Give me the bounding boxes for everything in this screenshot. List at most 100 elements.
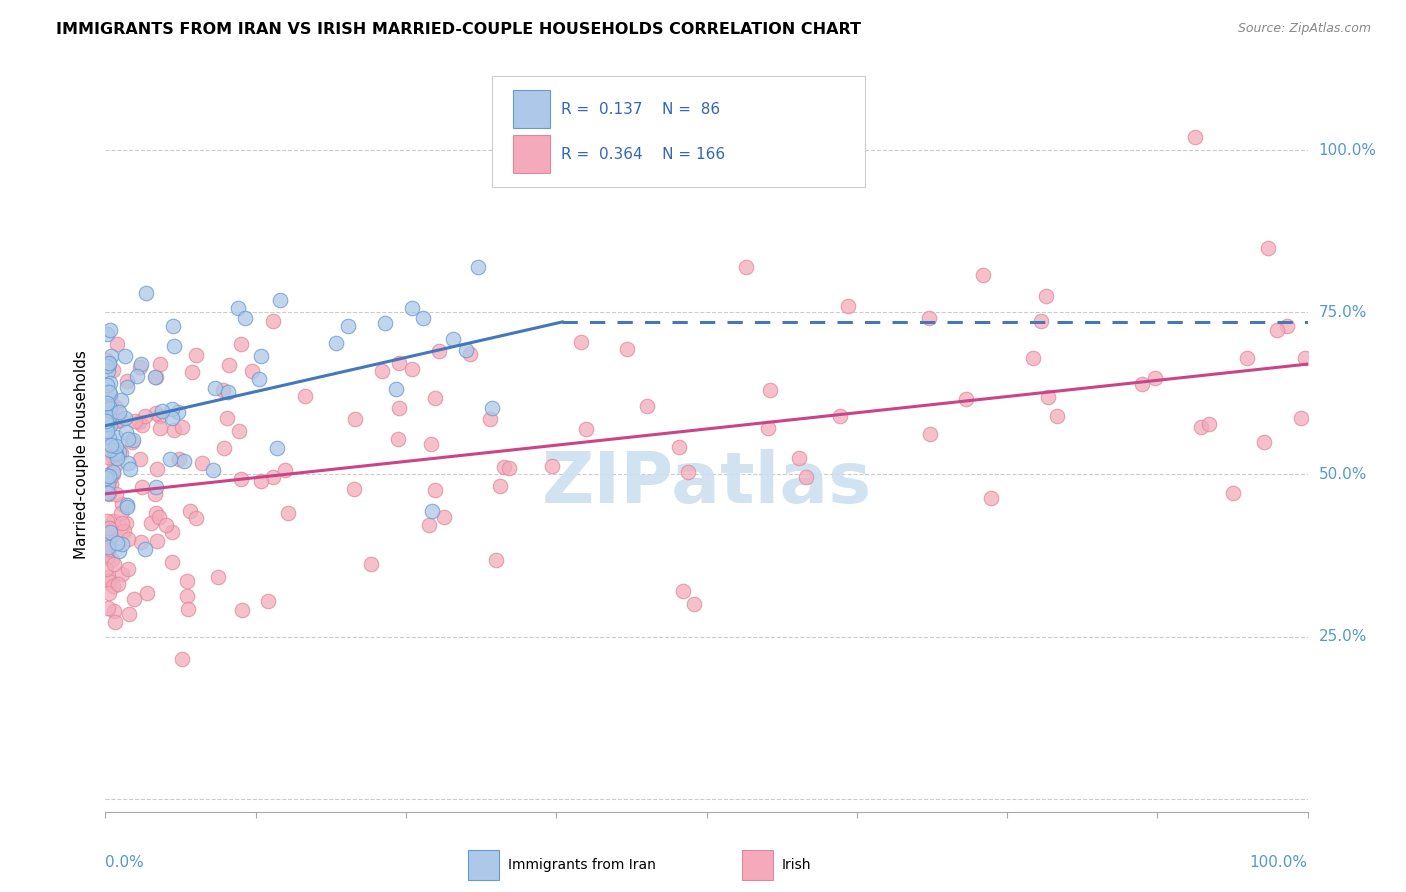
Point — [204, 381, 226, 395]
Point — [108, 544, 131, 558]
Point — [97, 541, 120, 555]
Point — [796, 470, 818, 484]
Point — [229, 472, 252, 486]
Point — [1289, 411, 1312, 425]
Point — [98, 442, 121, 457]
Point — [1189, 420, 1212, 434]
Point — [98, 357, 121, 371]
Point — [1184, 130, 1206, 145]
Point — [172, 419, 194, 434]
Point — [215, 410, 238, 425]
Point — [101, 465, 124, 479]
Point — [186, 511, 208, 525]
Point — [150, 404, 173, 418]
Point — [787, 450, 810, 465]
Point — [162, 318, 184, 333]
Point — [485, 552, 508, 566]
Point — [145, 462, 167, 476]
Point — [479, 412, 502, 426]
Point — [149, 421, 172, 435]
Point — [98, 409, 121, 424]
Point — [257, 594, 280, 608]
Point — [294, 389, 316, 403]
Point — [100, 350, 122, 364]
Point — [541, 459, 564, 474]
Point — [103, 579, 125, 593]
Point — [101, 363, 124, 377]
Point — [262, 314, 284, 328]
Point — [159, 452, 181, 467]
Point — [1130, 376, 1153, 391]
Point — [226, 301, 249, 316]
Point — [217, 384, 239, 399]
Point — [146, 533, 169, 548]
Point — [145, 370, 167, 384]
Point — [1275, 318, 1298, 333]
Point — [735, 260, 758, 274]
Point — [96, 472, 118, 486]
Point — [231, 337, 253, 351]
Point — [97, 485, 120, 500]
Text: 0.0%: 0.0% — [105, 855, 145, 870]
Point — [134, 409, 156, 424]
Point — [145, 406, 167, 420]
Point — [110, 392, 132, 407]
Point — [110, 506, 132, 520]
Point — [120, 462, 142, 476]
Point — [458, 347, 481, 361]
Point — [569, 334, 592, 349]
Y-axis label: Married-couple Households: Married-couple Households — [75, 351, 90, 559]
Point — [385, 382, 408, 396]
Point — [1198, 417, 1220, 431]
Point — [167, 452, 190, 467]
Point — [980, 491, 1002, 505]
Point — [110, 446, 132, 460]
Point — [96, 417, 118, 431]
Point — [97, 485, 120, 500]
Point — [107, 577, 129, 591]
Point — [160, 555, 183, 569]
Point — [636, 399, 658, 413]
Point — [104, 439, 127, 453]
Point — [1035, 289, 1057, 303]
Point — [972, 268, 994, 282]
Point — [101, 514, 124, 528]
Point — [96, 327, 118, 342]
Point — [108, 405, 131, 419]
Point — [117, 432, 139, 446]
Point — [218, 358, 240, 372]
Point — [97, 543, 120, 558]
Point — [425, 483, 447, 498]
Text: ZIPatlas: ZIPatlas — [541, 449, 872, 518]
Point — [388, 356, 411, 370]
Point — [122, 592, 145, 607]
Point — [96, 514, 118, 528]
Point — [98, 525, 121, 540]
Point — [149, 409, 172, 423]
Point — [488, 479, 510, 493]
Point — [98, 521, 121, 535]
Point — [498, 460, 520, 475]
Point — [131, 357, 153, 371]
Point — [420, 437, 443, 451]
Point — [136, 586, 159, 600]
Point — [104, 401, 127, 415]
Text: 100.0%: 100.0% — [1250, 855, 1308, 870]
Point — [373, 316, 395, 330]
Point — [1236, 351, 1258, 365]
Point — [94, 477, 117, 491]
Point — [111, 516, 134, 531]
Point — [370, 364, 392, 378]
Point — [98, 471, 121, 485]
Text: 25.0%: 25.0% — [1319, 629, 1367, 644]
Point — [160, 411, 183, 425]
Point — [454, 343, 477, 357]
Point — [98, 376, 121, 391]
Text: R =  0.137    N =  86: R = 0.137 N = 86 — [561, 102, 720, 117]
Point — [160, 524, 183, 539]
Point — [97, 487, 120, 501]
Point — [412, 310, 434, 325]
Point — [155, 517, 177, 532]
Point — [360, 557, 382, 571]
Point — [94, 414, 117, 428]
